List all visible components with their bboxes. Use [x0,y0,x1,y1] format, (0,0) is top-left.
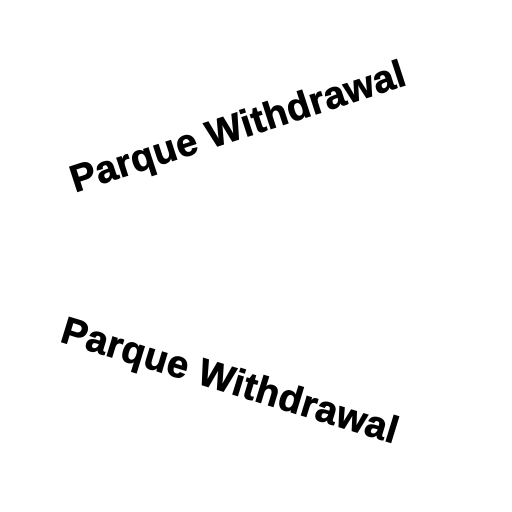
rotated-text-lower: Parque Withdrawal [56,309,404,453]
rotated-text-upper: Parque Withdrawal [64,52,412,202]
